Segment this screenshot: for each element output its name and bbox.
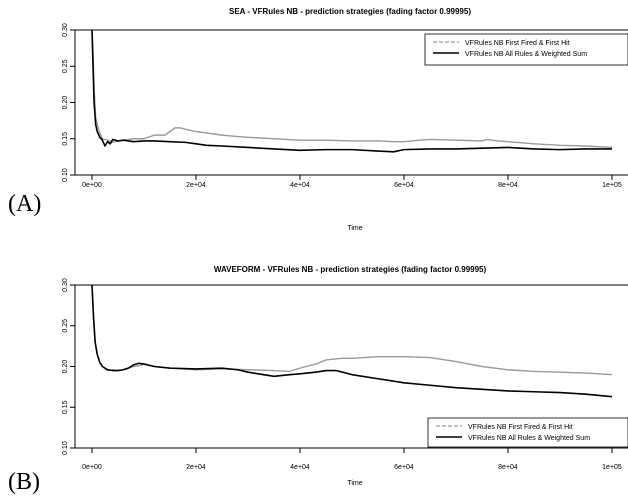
legend-label-2: VFRules NB All Rules & Weighted Sum [465, 51, 587, 58]
chart-waveform: WAVEFORM - VFRules NB - prediction strat… [62, 265, 628, 487]
legend-label-1: VFRules NB First Fired & First Hit [465, 40, 570, 47]
x-tick-label: 0e+00 [82, 182, 102, 189]
y-tick-label: 0.30 [62, 278, 69, 292]
x-tick-label: 6e+04 [394, 182, 414, 189]
x-axis-label: Time [347, 225, 362, 232]
x-tick-label: 0e+00 [82, 464, 102, 471]
legend-label-1: VFRules NB First Fired & First Hit [468, 424, 573, 431]
x-tick-label: 8e+04 [498, 464, 518, 471]
panel-label-b: (B) [8, 469, 40, 495]
x-tick-label: 4e+04 [290, 464, 310, 471]
series-line-2 [91, 285, 613, 398]
y-tick-label: 0.15 [62, 400, 69, 414]
panel-label-a: (A) [8, 191, 42, 217]
x-tick-label: 2e+04 [186, 182, 206, 189]
series-line-1 [91, 30, 613, 149]
chart-title: SEA - VFRules NB - prediction strategies… [229, 7, 471, 16]
y-tick-label: 0.20 [62, 360, 69, 374]
y-tick-label: 0.15 [62, 132, 69, 146]
x-tick-label: 4e+04 [290, 182, 310, 189]
legend-box [424, 33, 628, 66]
y-tick-label: 0.10 [62, 168, 69, 182]
x-tick-label: 8e+04 [498, 182, 518, 189]
y-tick-label: 0.30 [62, 23, 69, 37]
chart-title: WAVEFORM - VFRules NB - prediction strat… [214, 265, 487, 274]
x-tick-label: 2e+04 [186, 464, 206, 471]
series-line-1 [91, 285, 613, 376]
y-tick-label: 0.25 [62, 59, 69, 73]
legend-box [427, 417, 628, 448]
chart-sea: SEA - VFRules NB - prediction strategies… [62, 7, 628, 232]
series-line-2 [91, 30, 612, 153]
x-tick-label: 1e+05 [602, 182, 622, 189]
x-tick-label: 6e+04 [394, 464, 414, 471]
legend-label-2: VFRules NB All Rules & Weighted Sum [468, 435, 590, 442]
x-tick-label: 1e+05 [602, 464, 622, 471]
y-tick-label: 0.20 [62, 96, 69, 110]
y-tick-label: 0.10 [62, 441, 69, 455]
y-tick-label: 0.25 [62, 319, 69, 333]
x-axis-label: Time [347, 480, 362, 487]
